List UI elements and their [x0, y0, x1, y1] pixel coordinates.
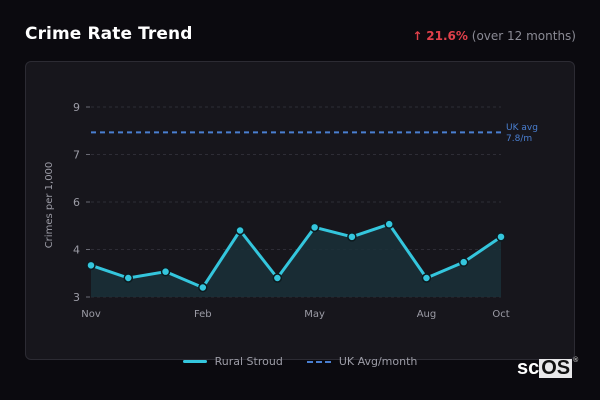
- data-point[interactable]: [123, 273, 134, 283]
- uk-avg-annotation-value: 7.8/m: [506, 134, 532, 144]
- data-point[interactable]: [272, 273, 283, 283]
- chart-legend: Rural Stroud UK Avg/month: [0, 355, 600, 368]
- uk-avg-annotation: UK avg: [506, 123, 538, 133]
- x-tick-label: Nov: [81, 309, 101, 320]
- y-axis-label: Crimes per 1,000: [44, 162, 55, 249]
- data-point[interactable]: [347, 232, 357, 242]
- y-tick-label: 7: [73, 149, 80, 162]
- data-point[interactable]: [458, 257, 469, 267]
- legend-item-uk-avg[interactable]: UK Avg/month: [306, 355, 418, 368]
- trend-period: (over 12 months): [471, 29, 576, 43]
- legend-label: UK Avg/month: [338, 355, 418, 368]
- y-tick-label: 3: [73, 291, 80, 304]
- data-point[interactable]: [86, 260, 96, 271]
- legend-label: Rural Stroud: [214, 355, 283, 368]
- data-point[interactable]: [384, 219, 394, 229]
- legend-item-rural-stroud[interactable]: Rural Stroud: [182, 355, 283, 368]
- x-tick-label: Aug: [417, 309, 437, 320]
- dashed-line-swatch-icon: [306, 360, 331, 363]
- rural-stroud-line: [90, 222, 502, 289]
- x-tick-label: Oct: [492, 309, 509, 320]
- data-point[interactable]: [235, 225, 245, 236]
- data-point[interactable]: [160, 266, 171, 277]
- page-title: Crime Rate Trend: [25, 24, 193, 44]
- data-point[interactable]: [496, 232, 506, 242]
- y-tick-label: 4: [73, 244, 80, 257]
- registered-mark: ®: [573, 357, 579, 364]
- data-point[interactable]: [421, 273, 432, 283]
- y-tick-label: 6: [73, 196, 80, 209]
- data-point[interactable]: [309, 222, 320, 233]
- x-tick-label: Feb: [194, 309, 212, 320]
- trend-up-arrow-icon: ↑: [412, 29, 423, 43]
- y-tick-label: 9: [73, 101, 80, 114]
- chart-card: [25, 61, 575, 360]
- solid-line-swatch-icon: [182, 360, 207, 363]
- logo-text-box: OS: [539, 357, 573, 379]
- data-point[interactable]: [198, 282, 208, 293]
- trend-value: 21.6%: [426, 29, 468, 43]
- logo-text: sc: [517, 357, 540, 379]
- x-tick-label: May: [304, 309, 325, 320]
- trend-summary: ↑ 21.6% (over 12 months): [412, 29, 576, 43]
- scos-logo: sc OS ®: [517, 357, 578, 380]
